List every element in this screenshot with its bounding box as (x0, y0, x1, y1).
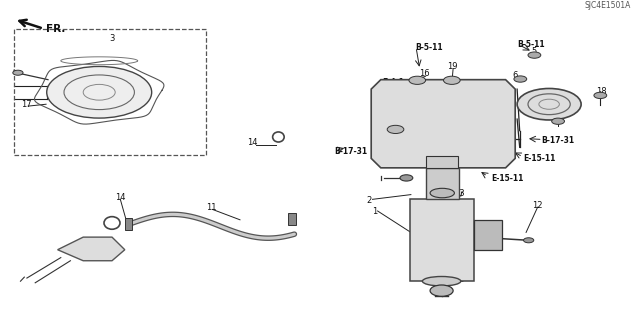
Bar (426, 168, 459, 199)
Text: B-5-11: B-5-11 (517, 40, 545, 49)
Text: 16: 16 (419, 70, 429, 78)
Text: E-15-11: E-15-11 (492, 174, 524, 183)
Text: 14: 14 (248, 138, 258, 147)
Text: 7: 7 (554, 115, 559, 124)
Polygon shape (58, 237, 125, 261)
Text: 8: 8 (465, 84, 470, 93)
Circle shape (514, 76, 527, 82)
Text: B-17-31: B-17-31 (334, 147, 367, 156)
Circle shape (528, 52, 541, 58)
Text: 13: 13 (454, 189, 465, 198)
Text: SJC4E1501A: SJC4E1501A (584, 1, 630, 11)
Text: 11: 11 (206, 203, 216, 212)
Text: 18: 18 (596, 87, 607, 96)
Circle shape (430, 285, 453, 296)
Ellipse shape (430, 188, 454, 198)
Bar (474, 220, 502, 250)
Text: B-5-11: B-5-11 (415, 43, 443, 52)
Text: 1: 1 (372, 207, 377, 216)
Text: 2: 2 (366, 197, 371, 205)
Text: 9: 9 (387, 119, 392, 128)
Text: 12: 12 (532, 201, 543, 210)
Text: 15: 15 (395, 157, 405, 166)
Text: 17: 17 (22, 100, 32, 109)
Circle shape (594, 92, 607, 99)
Circle shape (13, 70, 23, 75)
Bar (410, 199, 474, 281)
Text: 4: 4 (71, 80, 76, 89)
Ellipse shape (422, 277, 461, 286)
Text: 14: 14 (115, 193, 125, 202)
Text: 10: 10 (417, 150, 428, 159)
Circle shape (409, 76, 426, 85)
Text: 5: 5 (532, 48, 537, 56)
Circle shape (517, 88, 581, 120)
Text: 19: 19 (447, 62, 458, 71)
Circle shape (524, 238, 534, 243)
Text: E-4-1: E-4-1 (382, 78, 404, 87)
Circle shape (444, 76, 460, 85)
Text: 16: 16 (454, 275, 465, 284)
Bar (288, 213, 296, 225)
Polygon shape (371, 80, 515, 168)
Text: B-17-31: B-17-31 (541, 136, 575, 145)
Text: E-15-11: E-15-11 (524, 154, 556, 163)
Text: 3: 3 (109, 34, 115, 43)
Bar (426, 156, 458, 168)
Circle shape (552, 118, 564, 124)
Bar (125, 218, 132, 230)
Text: 6: 6 (513, 71, 518, 80)
Bar (14, 29, 206, 155)
Circle shape (400, 175, 413, 181)
Circle shape (387, 125, 404, 134)
Text: FR.: FR. (46, 24, 65, 33)
Circle shape (47, 66, 152, 118)
